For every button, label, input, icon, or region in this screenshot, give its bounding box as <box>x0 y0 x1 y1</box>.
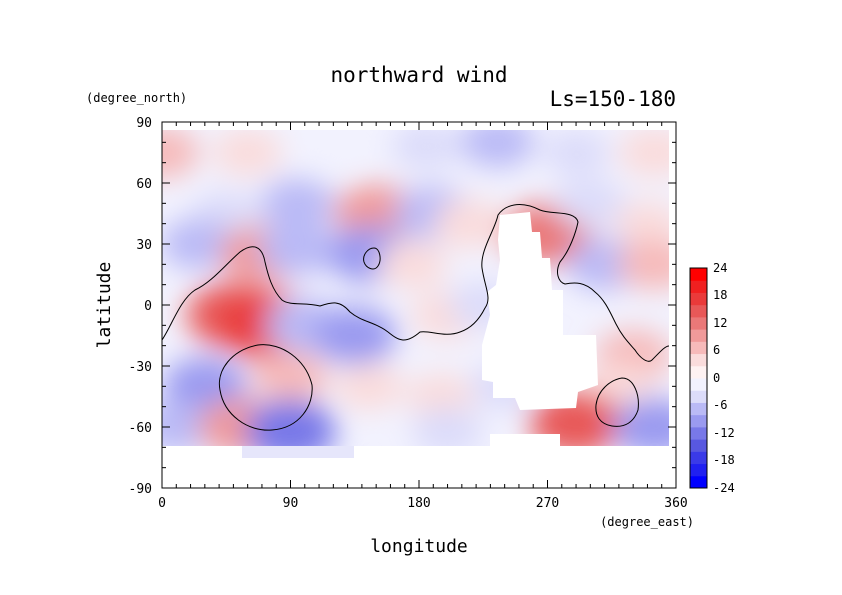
missing-data-bottom-notch <box>242 446 354 458</box>
field-cell-40 <box>612 398 676 456</box>
colorbar-label-5: -6 <box>713 398 727 412</box>
colorbar-swatch-8 <box>690 378 707 391</box>
colorbar-swatch-2 <box>690 451 707 465</box>
colorbar-swatch-15 <box>690 292 707 306</box>
field-cell-6 <box>618 128 676 177</box>
colorbar-label-1: 18 <box>713 288 727 302</box>
contour-loop-southwest <box>218 344 313 431</box>
x-tick-label-3: 270 <box>536 496 559 511</box>
contour-loop-small <box>363 247 381 270</box>
colorbar-label-0: 24 <box>713 261 727 275</box>
colorbar-swatch-12 <box>690 329 707 342</box>
colorbar-swatch-5 <box>690 414 707 428</box>
y-tick-label-4: -30 <box>129 360 152 375</box>
x-unit-label: (degree_east) <box>600 515 694 529</box>
colorbar-swatch-4 <box>690 426 707 440</box>
y-tick-label-6: -90 <box>129 482 152 497</box>
x-tick-label-0: 0 <box>158 496 166 511</box>
colorbar-swatch-17 <box>690 268 707 281</box>
colorbar-label-3: 6 <box>713 343 720 357</box>
field-cell-1 <box>212 128 283 177</box>
field-cell-8 <box>260 177 335 229</box>
colorbar-swatch-13 <box>690 316 707 330</box>
colorbar-label-6: -12 <box>713 426 735 440</box>
field-cell-35 <box>162 401 214 453</box>
y-axis-label: latitude <box>94 262 115 349</box>
missing-data-tail <box>490 434 560 446</box>
colorbar-swatch-14 <box>690 304 707 318</box>
chart-title: northward wind <box>330 63 507 87</box>
colorbar-label-2: 12 <box>713 316 727 330</box>
colorbar-swatch-11 <box>690 341 707 355</box>
x-tick-label-4: 360 <box>664 496 687 511</box>
axis-ticks <box>161 121 677 489</box>
field-cell-31 <box>334 362 404 410</box>
colorbar-label-8: -24 <box>713 481 735 495</box>
colorbar-swatch-7 <box>690 390 707 403</box>
colorbar-swatch-10 <box>690 353 707 367</box>
colorbar-swatch-6 <box>690 402 707 416</box>
field-cell-2 <box>293 130 359 175</box>
field-cell-15 <box>162 218 235 270</box>
y-tick-label-2: 30 <box>136 238 152 253</box>
colorbar-label-7: -18 <box>713 453 735 467</box>
y-tick-label-3: 0 <box>144 299 152 314</box>
contour-line-main <box>162 204 670 362</box>
field-cell-14 <box>613 200 676 247</box>
field-cell-30 <box>253 350 328 402</box>
colorbar-label-4: 0 <box>713 371 720 385</box>
x-axis-label: longitude <box>370 536 468 557</box>
colorbar-swatch-3 <box>690 439 707 452</box>
colorbar-swatch-9 <box>690 365 707 379</box>
field-cell-3 <box>391 122 461 170</box>
field-cell-0 <box>162 127 200 178</box>
chart-subtitle: Ls=150-180 <box>550 87 676 111</box>
field-cell-19 <box>377 240 447 288</box>
topography-contour <box>162 204 670 431</box>
y-unit-label: (degree_north) <box>86 91 187 105</box>
missing-data-region <box>482 212 598 410</box>
contour-loop-southeast <box>595 377 639 427</box>
wind-field <box>162 122 676 488</box>
field-cell-11 <box>432 199 505 249</box>
field-cell-5 <box>542 129 610 176</box>
colorbar-swatch-0 <box>690 475 707 489</box>
x-tick-label-2: 180 <box>407 496 430 511</box>
field-cell-4 <box>460 122 535 168</box>
x-tick-label-1: 90 <box>283 496 299 511</box>
field-cell-21 <box>617 238 676 290</box>
colorbar <box>690 268 707 489</box>
y-tick-label-1: 60 <box>136 177 152 192</box>
colorbar-frame <box>689 267 708 489</box>
colorbar-swatch-16 <box>690 280 707 293</box>
field-cell-17 <box>258 220 338 276</box>
field-cell-25 <box>312 306 397 365</box>
colorbar-swatch-1 <box>690 463 707 477</box>
y-tick-label-0: 90 <box>136 116 152 131</box>
y-tick-label-5: -60 <box>129 421 152 436</box>
field-cell-38 <box>411 406 484 456</box>
